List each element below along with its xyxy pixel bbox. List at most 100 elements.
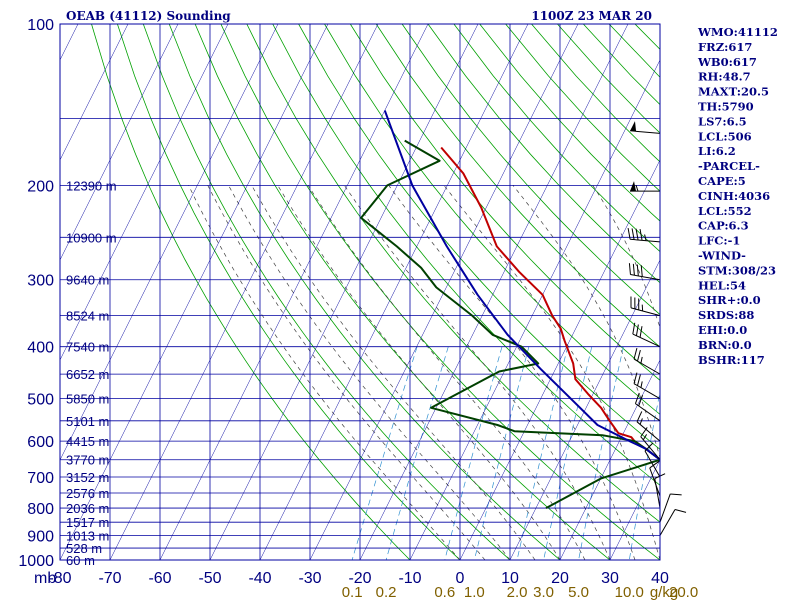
mixing-ratio-label: 0.2	[376, 584, 397, 600]
dry-adiabat	[453, 24, 660, 253]
height-label: 5101 m	[66, 414, 109, 429]
height-label: 4415 m	[66, 434, 109, 449]
wind-barb	[659, 509, 687, 536]
wind-barb	[636, 411, 661, 442]
x-tick-label: -20	[348, 570, 371, 587]
moist-adiabat	[443, 185, 660, 560]
mixing-ratio-label: 0.1	[342, 584, 363, 600]
y-tick-label: 600	[27, 434, 54, 451]
mixing-ratio-label: 20.0	[669, 584, 698, 600]
wind-barb	[628, 263, 661, 281]
isotherm-line	[259, 24, 529, 560]
wind-barb	[644, 442, 661, 478]
isotherm-line	[60, 24, 129, 161]
dry-adiabat	[117, 24, 461, 560]
y-tick-label: 1000	[18, 553, 54, 570]
isotherm-line	[359, 24, 629, 560]
index-value: WB0:617	[697, 55, 757, 69]
y-tick-label: 900	[27, 528, 54, 545]
index-value: CAP:6.3	[698, 219, 749, 233]
mixing-ratio-label: 10.0	[615, 584, 644, 600]
index-value: LCL:552	[698, 204, 752, 218]
x-tick-label: -50	[198, 570, 221, 587]
height-label: 2576 m	[66, 486, 109, 501]
height-label: 528 m	[66, 541, 102, 556]
dry-adiabat	[427, 24, 660, 284]
wind-barb	[627, 227, 661, 243]
isotherm-line	[109, 24, 379, 560]
y-tick-label: 400	[27, 340, 54, 357]
isotherm-line	[509, 259, 660, 560]
y-tick-label: 100	[27, 17, 54, 34]
wind-barb	[630, 181, 660, 192]
x-tick-label: -40	[248, 570, 271, 587]
index-value: -PARCEL-	[698, 159, 760, 173]
isotherm-line	[60, 24, 329, 560]
dry-adiabat	[91, 24, 411, 560]
index-value: TH:5790	[698, 100, 754, 114]
chart-datetime: 1100Z 23 MAR 20	[531, 9, 652, 23]
index-value: BSHR:117	[698, 353, 765, 367]
index-value: MAXT:20.5	[698, 85, 769, 99]
height-label: 1517 m	[66, 515, 109, 530]
height-label: 10900 m	[66, 230, 117, 245]
x-tick-label: 30	[601, 570, 619, 587]
index-value: LFC:-1	[698, 234, 740, 248]
height-label: 2036 m	[66, 501, 109, 516]
mixing-ratio-label: 0.6	[434, 584, 455, 600]
x-tick-label: -10	[398, 570, 421, 587]
index-value: FRZ:617	[698, 40, 752, 54]
index-value: RH:48.7	[698, 70, 751, 84]
wind-barb	[633, 347, 661, 375]
index-value: CINH:4036	[698, 189, 770, 203]
index-value: -WIND-	[698, 249, 746, 263]
moist-adiabat	[207, 185, 486, 560]
isotherm-line	[209, 24, 479, 560]
moist-adiabat	[307, 185, 586, 560]
height-label: 3152 m	[66, 470, 109, 485]
height-label: 12390 m	[66, 178, 117, 193]
index-value: CAPE:5	[698, 174, 746, 188]
x-tick-label: 20	[551, 570, 569, 587]
isotherm-line	[60, 24, 279, 461]
x-tick-label: 0	[456, 570, 465, 587]
index-value: HEL:54	[698, 278, 746, 292]
y-tick-label: 800	[27, 501, 54, 518]
dry-adiabat	[349, 24, 660, 381]
isotherm-line	[559, 359, 660, 560]
wind-barb	[659, 493, 682, 523]
height-label: 7540 m	[66, 340, 109, 355]
isotherm-line	[60, 24, 229, 361]
index-value: WMO:41112	[697, 25, 778, 39]
height-label: 5850 m	[66, 392, 109, 407]
index-value: LS7:6.5	[698, 114, 747, 128]
isotherm-line	[60, 24, 179, 261]
x-tick-label: -70	[98, 570, 121, 587]
moist-adiabat	[188, 185, 461, 560]
x-tick-label: -80	[48, 570, 71, 587]
dry-adiabat	[194, 24, 611, 560]
x-tick-label: 40	[651, 570, 669, 587]
dry-adiabat	[246, 24, 660, 523]
x-tick-label: -60	[148, 570, 171, 587]
wind-barb	[632, 322, 661, 348]
index-value: SRDS:88	[698, 308, 754, 322]
wind-barb	[634, 392, 661, 422]
isotherm-line	[159, 24, 429, 560]
dry-adiabat	[324, 24, 660, 415]
wind-barb	[633, 372, 661, 400]
index-value: EHI:0.0	[698, 323, 747, 337]
index-value: LI:6.2	[698, 144, 736, 158]
y-tick-label: 500	[27, 392, 54, 409]
y-tick-label: 300	[27, 273, 54, 290]
chart-title: OEAB (41112) Sounding	[66, 9, 231, 23]
wind-barb	[640, 427, 661, 461]
y-tick-label: 700	[27, 470, 54, 487]
y-tick-label: 200	[27, 178, 54, 195]
x-tick-label: -30	[298, 570, 321, 587]
mixing-ratio-label: 5.0	[568, 584, 589, 600]
wind-barb	[630, 296, 661, 317]
dry-adiabat	[401, 24, 660, 316]
mixing-ratio-label: 3.0	[533, 584, 554, 600]
index-value: BRN:0.0	[698, 338, 752, 352]
